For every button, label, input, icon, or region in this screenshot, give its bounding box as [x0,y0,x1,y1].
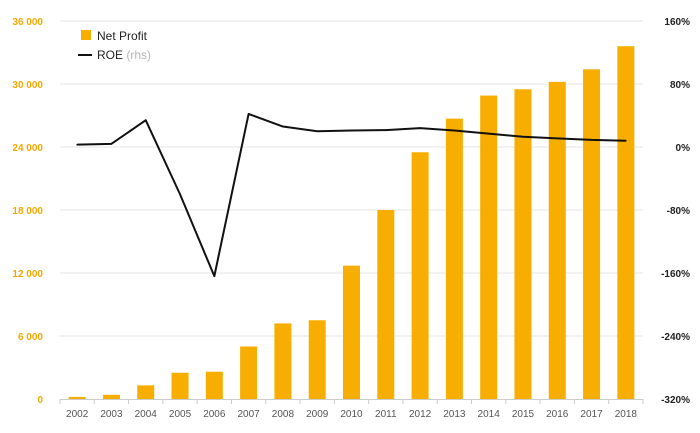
roe-point [110,143,113,145]
y-right-tick-label: 0% [676,143,691,154]
y-left-tick-label: 36 000 [12,17,43,28]
x-tick-label: 2014 [478,409,501,420]
roe-point [556,137,559,140]
legend-roe-suffix: (rhs) [126,48,151,62]
x-tick-label: 2016 [546,409,569,420]
x-tick-label: 2006 [203,409,226,420]
y-right-tick-label: -320% [661,395,690,406]
net-profit-bar [343,265,360,399]
x-tick-label: 2007 [237,409,260,420]
y-left-tick-label: 0 [37,395,43,406]
x-tick-label: 2018 [615,409,638,420]
net-profit-bar [548,81,566,400]
x-tick-label: 2010 [340,409,363,420]
y-left-tick-label: 24 000 [12,143,43,154]
net-profit-bar [445,118,463,400]
axes: 0 6 000 12 000 18 000 24 000 30 000 36 000 -320… [12,17,690,420]
net-profit-bar [411,152,429,399]
legend-roe-name: ROE [97,48,123,62]
net-profit-bar [240,346,258,399]
x-tick-label: 2015 [512,409,535,420]
roe-point [282,125,284,128]
x-tick-label: 2009 [306,409,329,420]
legend-net-profit-swatch [81,30,91,40]
roe-point [590,139,593,141]
net-profit-bar [583,69,601,400]
legend-net-profit-label: Net Profit [97,29,148,43]
y-right-tick-label: 80% [670,80,690,91]
roe-point [625,139,627,142]
net-profit-bar [102,394,120,399]
roe-point [316,130,319,133]
net-profit-bar [514,89,532,399]
net-profit-bar [171,372,189,399]
roe-point [419,127,421,129]
x-tick-label: 2003 [100,409,123,420]
net-profit-bar [274,323,292,399]
x-tick-label: 2004 [135,409,158,420]
y-left-tick-label: 12 000 [12,269,43,280]
legend-roe-label: ROE (rhs) [97,48,151,62]
net-profit-bar [137,385,155,399]
x-tick-label: 2017 [580,409,603,420]
net-profit-bar [480,95,498,400]
y-right-tick-label: -160% [661,269,690,280]
net-profit-bars [68,46,635,400]
y-right-tick-label: -240% [661,332,690,343]
net-profit-bar [68,396,86,399]
roe-point [76,143,78,146]
net-profit-bar [205,371,223,399]
x-tick-label: 2002 [66,409,89,420]
y-left-tick-label: 30 000 [12,80,43,91]
x-tick-label: 2005 [169,409,192,420]
net-profit-bar [617,46,635,399]
y-left-tick-label: 6 000 [18,332,43,343]
net-profit-bar [308,320,326,399]
roe-point [453,129,456,132]
y-right-tick-label: -80% [667,206,690,217]
y-left-tick-label: 18 000 [12,206,43,217]
roe-point [247,113,250,115]
roe-line-layer [76,112,627,278]
x-tick-label: 2008 [272,409,295,420]
roe-point [179,193,181,196]
legend: Net Profit ROE (rhs) [78,29,151,62]
roe-point [384,129,387,131]
roe-point [350,129,353,132]
roe-point [144,119,147,122]
roe-point [213,275,216,277]
x-tick-label: 2013 [443,409,466,420]
x-tick-label: 2012 [409,409,432,420]
roe-point [487,132,490,135]
x-tick-label: 2011 [375,409,397,420]
net-profit-bar [377,210,395,399]
roe-point [522,135,524,138]
y-right-tick-label: 160% [664,17,690,28]
